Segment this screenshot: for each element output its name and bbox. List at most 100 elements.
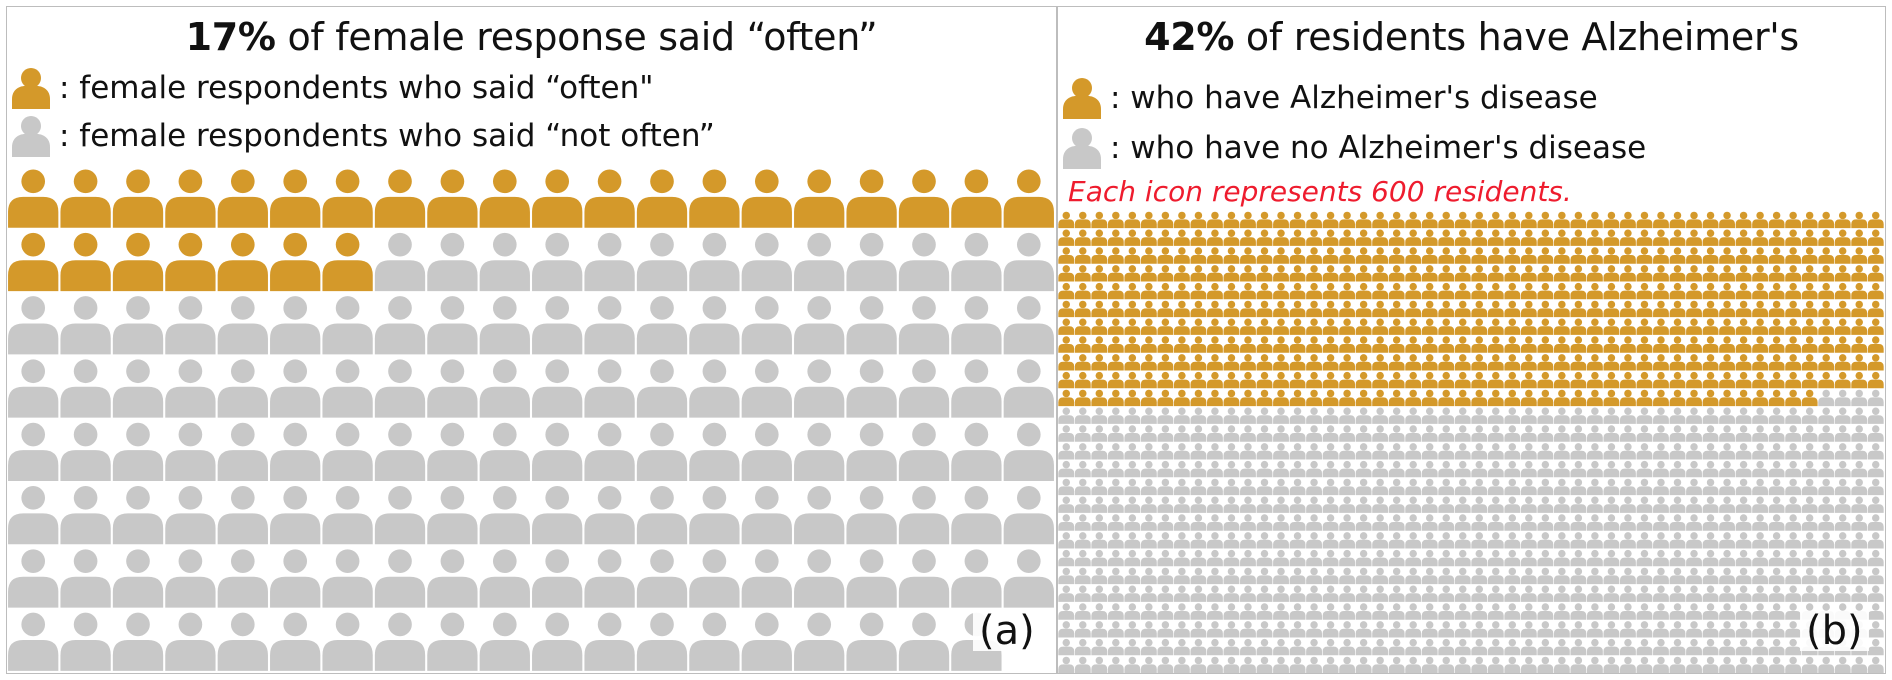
person-icon-highlight [1586, 318, 1603, 335]
person-icon-highlight [1388, 282, 1405, 300]
person-icon-highlight [1752, 282, 1769, 300]
person-icon-rest [1157, 638, 1174, 656]
person-icon-highlight [1157, 336, 1174, 353]
person-icon-rest [1487, 567, 1504, 585]
person-icon-rest [1719, 567, 1735, 585]
person-icon-highlight [1487, 371, 1504, 389]
person-icon-rest [1570, 460, 1587, 478]
person-icon-rest [1339, 603, 1356, 620]
person-icon-rest [1223, 621, 1240, 638]
person-icon-rest [1818, 389, 1835, 407]
person-icon-rest [1537, 460, 1554, 478]
person-icon-rest [1867, 532, 1884, 549]
person-icon-highlight [1322, 336, 1339, 353]
person-icon-rest [1553, 585, 1570, 602]
person-icon-highlight [1289, 371, 1306, 389]
person-icon-rest [1653, 407, 1669, 424]
person-icon-rest [1273, 532, 1289, 549]
person-icon-rest [1388, 549, 1405, 567]
person-icon-highlight [1801, 282, 1818, 300]
legend-no: : who have no Alzheimer's disease [1062, 125, 1646, 171]
person-icon-highlight [1372, 336, 1389, 353]
person-icon-rest [1438, 514, 1455, 531]
person-icon-rest [1372, 567, 1389, 585]
person-icon-rest [60, 549, 111, 608]
person-icon-highlight [1421, 300, 1438, 318]
person-icon-rest [1207, 585, 1223, 602]
person-icon-rest [1487, 532, 1504, 549]
person-icon-rest [1355, 585, 1372, 602]
person-icon-rest [1372, 638, 1389, 656]
person-icon-highlight [1091, 265, 1108, 282]
person-icon-highlight [1636, 318, 1653, 335]
person-icon-rest [1669, 638, 1686, 656]
person-icon-rest [1471, 532, 1488, 549]
person-icon-rest [1785, 425, 1802, 442]
person-icon-highlight [1421, 265, 1438, 282]
person-icon-highlight [1553, 265, 1570, 282]
person-icon-highlight [1471, 354, 1488, 371]
person-icon-rest [1306, 549, 1322, 567]
person-icon-highlight [1851, 300, 1868, 318]
person-icon-rest [1074, 585, 1091, 602]
person-icon-rest [8, 549, 59, 608]
person-icon-rest [1273, 567, 1289, 585]
person-icon-highlight [1173, 389, 1190, 407]
person-icon-rest [1190, 656, 1207, 673]
person-icon-highlight [1653, 336, 1669, 353]
person-icon-highlight [1636, 229, 1653, 246]
person-icon-rest [1735, 549, 1752, 567]
person-icon-highlight [1702, 265, 1719, 282]
person-icon-highlight [1091, 247, 1108, 264]
person-icon-highlight [1719, 371, 1735, 389]
person-icon-rest [1157, 567, 1174, 585]
person-icon-rest [1686, 407, 1702, 424]
person-icon-rest [374, 359, 426, 418]
person-icon-highlight [1570, 389, 1587, 407]
person-icon-rest [1504, 407, 1521, 424]
person-icon-rest [1421, 585, 1438, 602]
person-icon-rest [741, 232, 792, 292]
person-icon-highlight [1454, 371, 1471, 389]
person-icon-rest [1388, 514, 1405, 531]
person-icon-rest [741, 422, 792, 481]
person-icon-rest [1719, 532, 1735, 549]
person-icon-highlight [1074, 354, 1091, 371]
person-icon-rest [1140, 532, 1157, 549]
person-icon-rest [1867, 567, 1884, 585]
person-icon-highlight [1735, 318, 1752, 335]
person-icon-rest [1785, 514, 1802, 531]
person-icon-rest [1636, 425, 1653, 442]
person-icon-rest [846, 359, 897, 418]
person-icon-highlight [1339, 265, 1356, 282]
person-icon-highlight [1653, 247, 1669, 264]
person-icon-highlight [1669, 282, 1686, 300]
person-icon-highlight [1372, 265, 1389, 282]
person-icon-highlight [1636, 282, 1653, 300]
person-icon-rest [1405, 425, 1422, 442]
person-icon-rest [1719, 638, 1735, 656]
person-icon-highlight [1421, 354, 1438, 371]
person-icon-rest [1388, 532, 1405, 549]
person-icon-rest [898, 549, 950, 608]
person-icon-rest [1058, 567, 1075, 585]
person-icon-rest [1471, 407, 1488, 424]
person-icon-highlight [1553, 354, 1570, 371]
person-icon-highlight [1058, 336, 1075, 353]
person-icon-rest [1818, 585, 1835, 602]
person-icon-highlight [1636, 211, 1653, 229]
person-icon-rest [1653, 443, 1669, 460]
person-icon-rest [1669, 656, 1686, 673]
person-icon-rest [1620, 496, 1636, 513]
person-icon-highlight [1768, 247, 1785, 264]
person-icon-highlight [1801, 354, 1818, 371]
person-icon-highlight [1620, 229, 1636, 246]
person-icon-rest [1785, 549, 1802, 567]
person-icon-rest [1454, 549, 1471, 567]
person-icon-highlight [1339, 318, 1356, 335]
person-icon-rest [1372, 443, 1389, 460]
person-icon-highlight [1586, 229, 1603, 246]
person-icon-rest [1091, 549, 1108, 567]
person-icon-rest [1702, 407, 1719, 424]
person-icon-rest [1653, 478, 1669, 496]
